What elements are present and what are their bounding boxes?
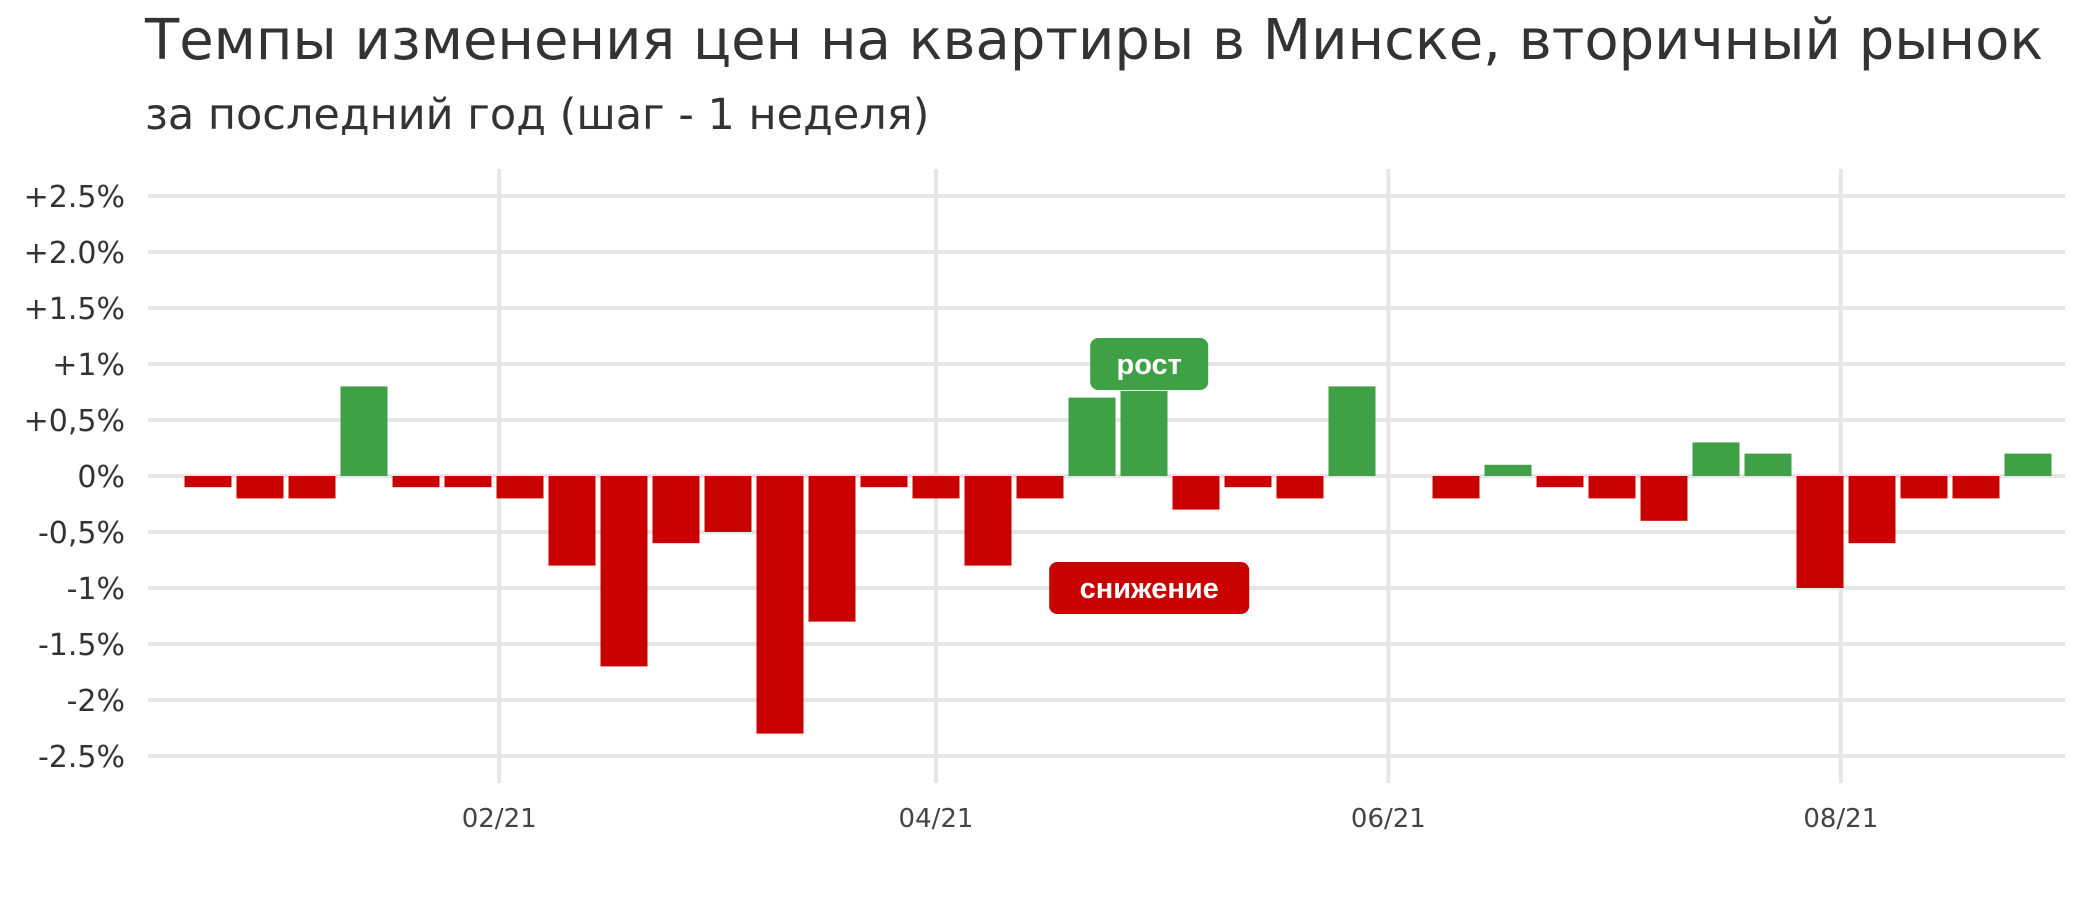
annotation-down-label: снижение [1080, 573, 1219, 605]
bar [2004, 453, 2052, 476]
bar [1692, 442, 1740, 476]
x-tick-label: 08/21 [1803, 804, 1878, 834]
bar [236, 476, 284, 499]
annotation-layer: рост снижение [1049, 338, 1250, 614]
bar [1744, 453, 1792, 476]
bar [392, 476, 440, 488]
x-tick-label: 06/21 [1351, 804, 1426, 834]
bar [548, 476, 596, 566]
bar [964, 476, 1012, 566]
y-tick-label: -0,5% [38, 516, 125, 551]
bar [184, 476, 232, 488]
bar [912, 476, 960, 499]
bar [1536, 476, 1584, 488]
bar [1848, 476, 1896, 544]
annotation-up-box [1090, 338, 1209, 390]
bar [1068, 397, 1116, 476]
bar [1016, 476, 1064, 499]
bar [860, 476, 908, 488]
bar [444, 476, 492, 488]
bar [1640, 476, 1688, 521]
bar [1432, 476, 1480, 499]
bar [1796, 476, 1844, 588]
bar [652, 476, 700, 544]
bar [1900, 476, 1948, 499]
bar [704, 476, 752, 532]
bar [1172, 476, 1220, 510]
bar [1224, 476, 1272, 488]
annotation-down-box [1049, 562, 1250, 614]
y-tick-label: +0,5% [24, 404, 125, 439]
axis-layer: 02/21 04/21 06/21 08/21 +2.5% +2.0% +1.5% +1% +0… [24, 180, 1879, 834]
y-tick-label: -2% [67, 684, 125, 719]
annotation-up-label: рост [1117, 349, 1182, 381]
y-tick-label: +2.5% [24, 180, 125, 215]
y-tick-label: -1.5% [38, 628, 125, 663]
bar [288, 476, 336, 499]
y-tick-label: +1% [52, 348, 125, 383]
y-tick-label: 0% [77, 460, 125, 495]
bar [1588, 476, 1636, 499]
chart-title: Темпы изменения цен на квартиры в Минске… [145, 8, 2044, 73]
chart-subtitle: за последний год (шаг - 1 неделя) [145, 90, 930, 140]
y-tick-label: +1.5% [24, 292, 125, 327]
x-tick-label: 04/21 [899, 804, 974, 834]
bar [808, 476, 856, 622]
x-tick-label: 02/21 [462, 804, 537, 834]
bar [1120, 390, 1168, 476]
bar [1328, 386, 1376, 476]
bar [600, 476, 648, 667]
y-tick-label: -1% [67, 572, 125, 607]
bar [1952, 476, 2000, 499]
bar-layer [184, 386, 2052, 734]
bar [1484, 464, 1532, 476]
bar [1276, 476, 1324, 499]
bar [340, 386, 388, 476]
y-tick-label: -2.5% [38, 740, 125, 775]
bar [756, 476, 804, 734]
bar [496, 476, 544, 499]
y-tick-label: +2.0% [24, 236, 125, 271]
